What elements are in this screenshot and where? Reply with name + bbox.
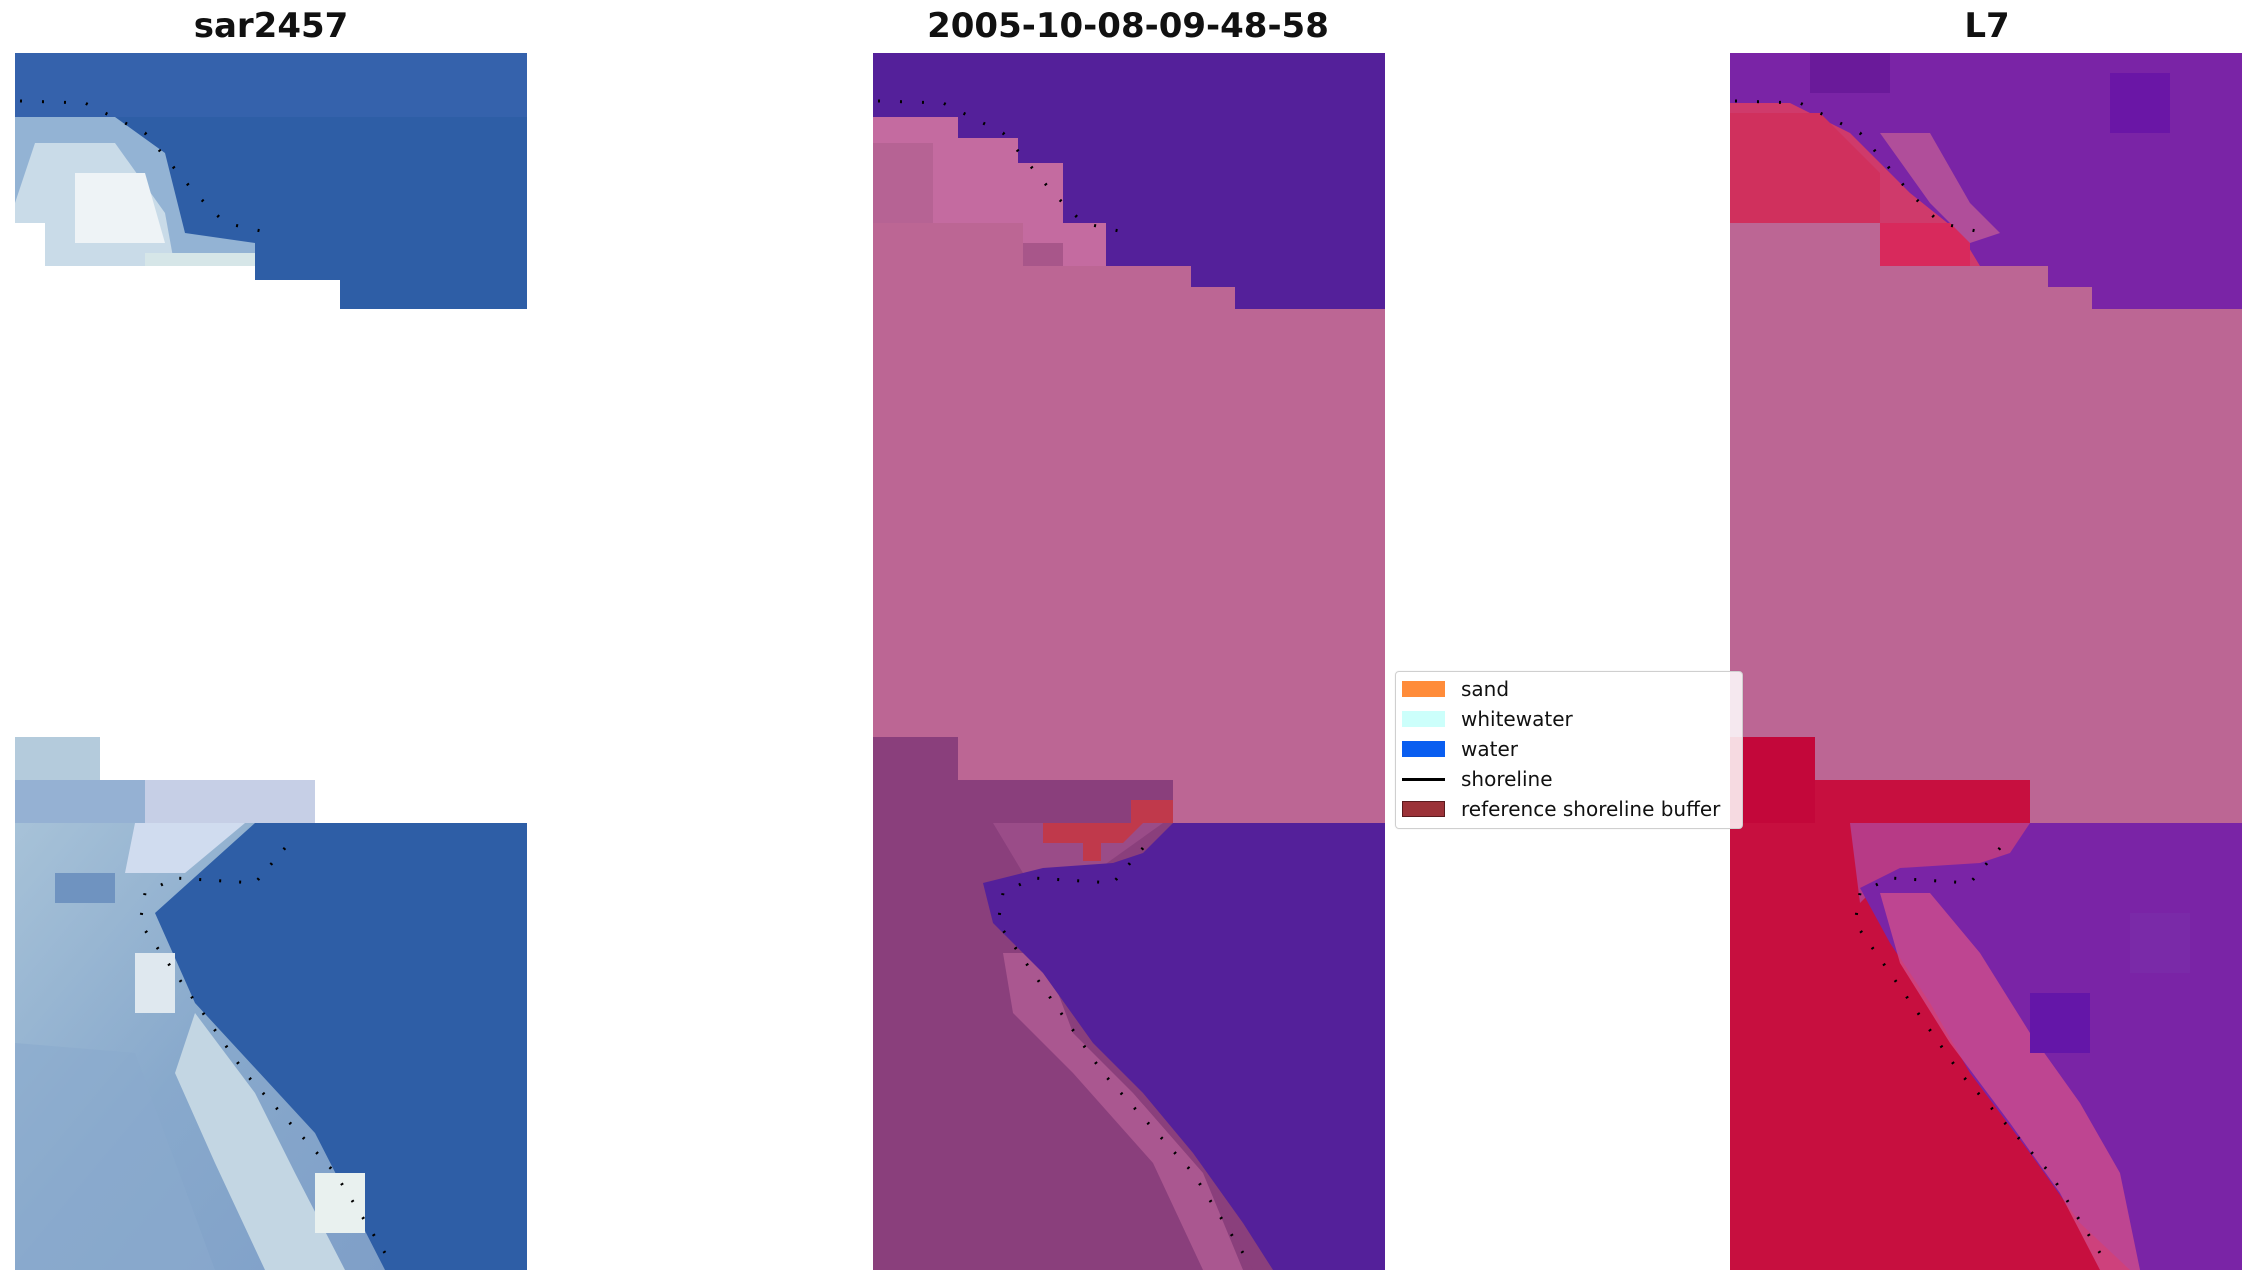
reference-buffer-area bbox=[1043, 800, 1173, 861]
legend-label: whitewater bbox=[1461, 707, 1573, 731]
classified-image-panel bbox=[873, 53, 1385, 1270]
legend-swatch-whitewater bbox=[1402, 711, 1445, 727]
panel-title-index: L7 bbox=[1964, 6, 2010, 46]
legend-swatch-sand bbox=[1402, 681, 1445, 697]
rgb-image-panel bbox=[15, 53, 527, 1270]
legend-item-buffer: reference shoreline buffer bbox=[1402, 795, 1720, 823]
legend-label: water bbox=[1461, 737, 1518, 761]
classified-image bbox=[873, 53, 1385, 1270]
legend-label: reference shoreline buffer bbox=[1461, 797, 1721, 821]
panel-title-rgb: sar2457 bbox=[193, 6, 349, 46]
legend: sand whitewater water shoreline referenc… bbox=[1395, 671, 1743, 829]
legend-item-water: water bbox=[1402, 735, 1518, 763]
legend-label: shoreline bbox=[1461, 767, 1553, 791]
legend-label: sand bbox=[1461, 677, 1510, 701]
legend-swatch-buffer bbox=[1402, 801, 1445, 817]
rgb-image bbox=[15, 53, 527, 1270]
index-image-panel bbox=[1730, 53, 2242, 1270]
legend-item-whitewater: whitewater bbox=[1402, 705, 1573, 733]
legend-item-shoreline: shoreline bbox=[1402, 765, 1553, 793]
legend-swatch-water bbox=[1402, 741, 1445, 757]
legend-item-sand: sand bbox=[1402, 675, 1509, 703]
index-image bbox=[1730, 53, 2242, 1270]
legend-line-shoreline bbox=[1402, 777, 1445, 781]
panel-title-classified: 2005-10-08-09-48-58 bbox=[927, 6, 1329, 46]
